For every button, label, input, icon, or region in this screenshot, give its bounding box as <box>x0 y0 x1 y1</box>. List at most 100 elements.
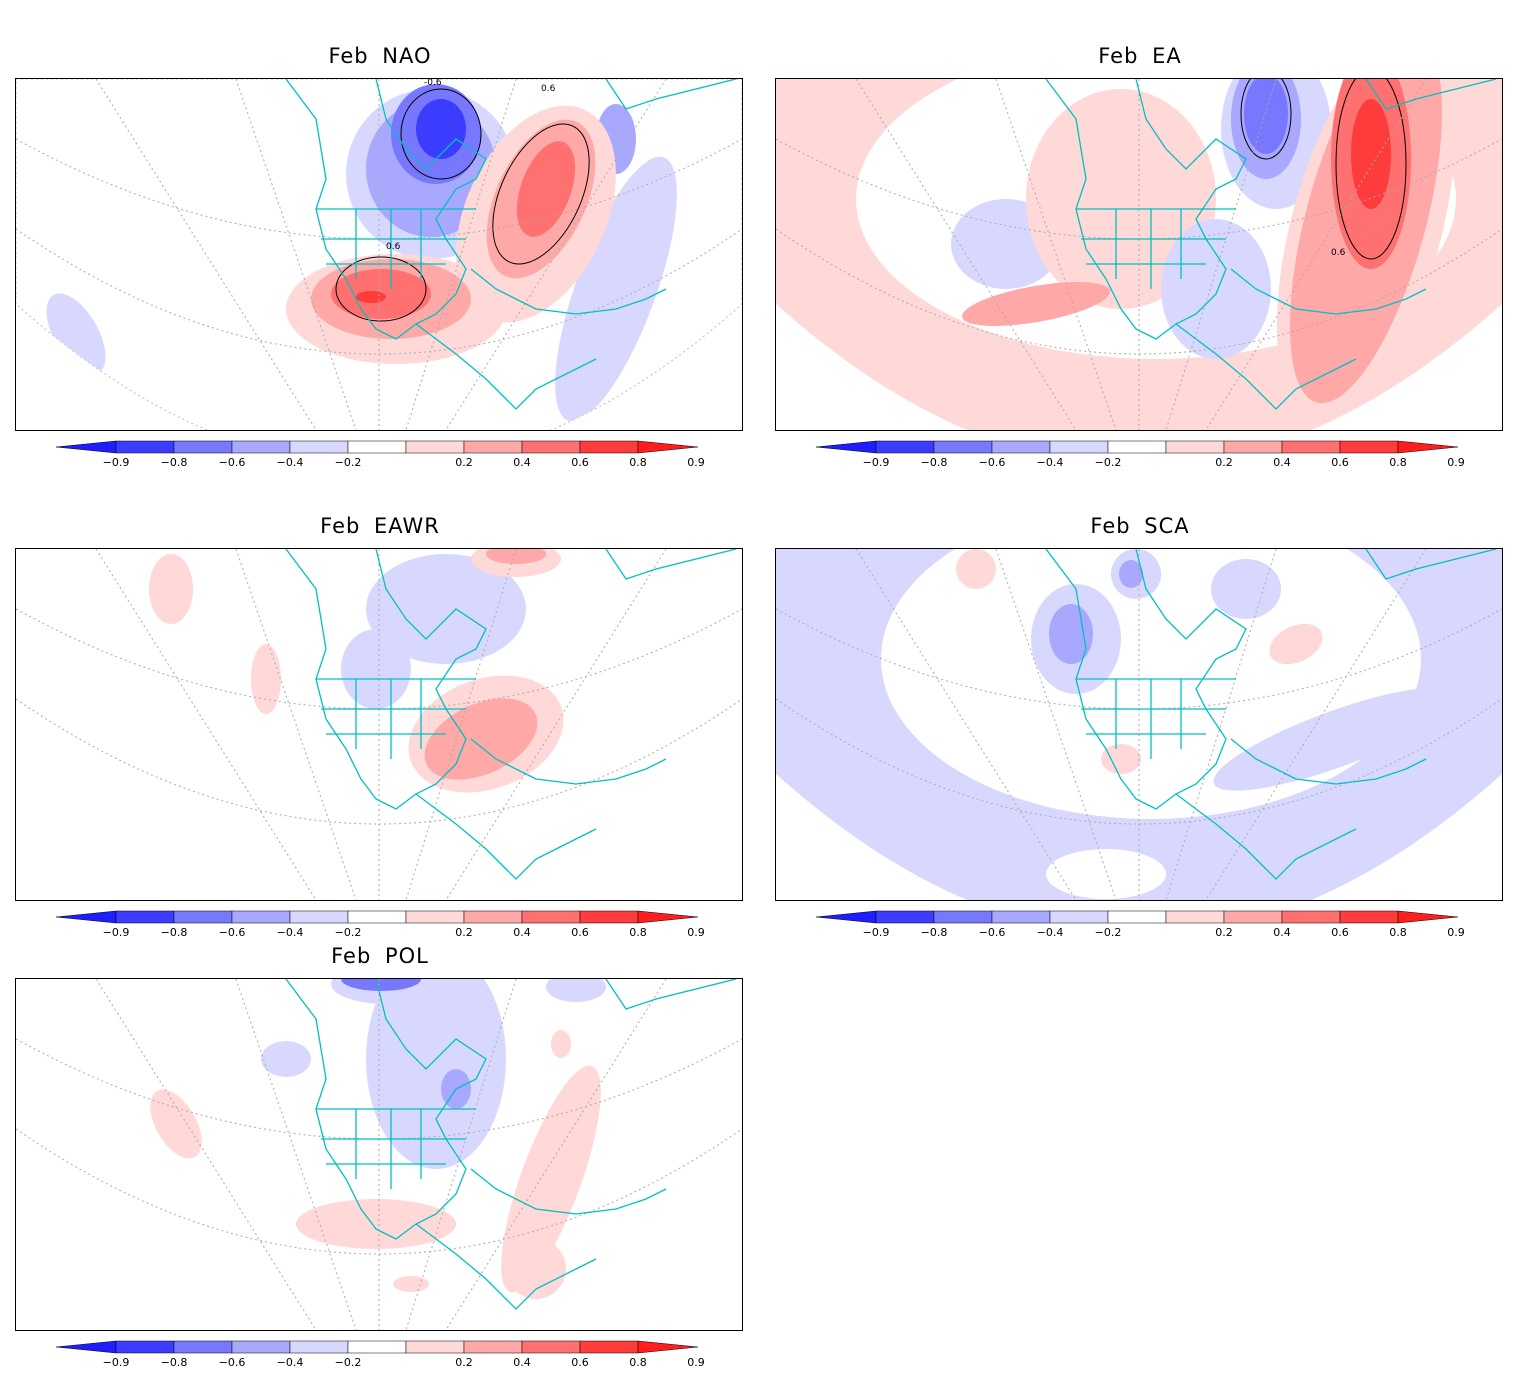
panel-title-pol: Feb POL <box>331 944 429 968</box>
colorbar-tick-label: −0.2 <box>1095 926 1122 939</box>
map-sca <box>775 548 1503 901</box>
colorbar-tick-label: 0.9 <box>1447 456 1465 469</box>
colorbar-tick-label: 0.2 <box>455 926 473 939</box>
colorbar-swatch <box>521 440 581 454</box>
colorbar-swatch <box>579 910 639 924</box>
colorbar-arrow-low <box>55 1340 117 1354</box>
svg-text:-0.6: -0.6 <box>424 79 442 88</box>
panel-title-ea: Feb EA <box>1098 44 1182 68</box>
coastlines <box>285 549 737 880</box>
colorbar-scale: −0.9 −0.8 −0.6 −0.4 −0.2 0.2 0.4 0.6 0.8 0.9 <box>815 440 1465 469</box>
colorbar-swatch <box>173 910 233 924</box>
colorbar-swatch <box>347 1340 407 1354</box>
colorbar-tick-label: −0.8 <box>921 926 948 939</box>
colorbar-swatch <box>289 440 349 454</box>
colorbar-tick-label: −0.2 <box>1095 456 1122 469</box>
colorbar-tick-label: −0.6 <box>219 926 246 939</box>
colorbar-swatch <box>1165 440 1225 454</box>
colorbar-swatch <box>1339 440 1399 454</box>
colorbar-tick-label: 0.4 <box>513 456 531 469</box>
colorbar-swatch <box>1281 440 1341 454</box>
anomaly-shading <box>881 549 1459 899</box>
colorbar-swatch <box>347 910 407 924</box>
colorbar-tick-label: −0.6 <box>219 456 246 469</box>
colorbar-tick-label: 0.2 <box>1215 456 1233 469</box>
colorbar-tick-label: −0.2 <box>335 926 362 939</box>
svg-text:0.6: 0.6 <box>1331 248 1346 258</box>
colorbar-swatch <box>521 910 581 924</box>
coastlines <box>285 79 737 410</box>
colorbar-scale: −0.9 −0.8 −0.6 −0.4 −0.2 0.2 0.4 0.6 0.8 0.9 <box>55 1340 705 1369</box>
coastlines <box>285 979 737 1310</box>
colorbar-arrow-low <box>815 440 877 454</box>
colorbar-tick-label: 0.4 <box>1273 926 1291 939</box>
colorbar-tick-label: −0.6 <box>219 1356 246 1369</box>
colorbar-tick-label: −0.8 <box>161 926 188 939</box>
colorbar-tick-label: 0.2 <box>455 1356 473 1369</box>
colorbar-tick-label: 0.2 <box>455 456 473 469</box>
svg-text:0.6: 0.6 <box>386 242 401 252</box>
colorbar-swatch <box>231 910 291 924</box>
colorbar-arrow-high <box>637 440 699 454</box>
colorbar-swatch <box>933 910 993 924</box>
colorbar-tick-label: 0.8 <box>629 1356 647 1369</box>
colorbar-swatch <box>289 910 349 924</box>
colorbar-scale: −0.9 −0.8 −0.6 −0.4 −0.2 0.2 0.4 0.6 0.8 0.9 <box>55 440 705 469</box>
colorbar-tick-label: 0.6 <box>571 926 589 939</box>
colorbar-tick-label: 0.6 <box>571 456 589 469</box>
colorbar-tick-label: 0.6 <box>1331 456 1349 469</box>
colorbar-tick-label: 0.9 <box>687 1356 705 1369</box>
coastlines <box>1045 79 1497 410</box>
colorbar-tick-label: −0.2 <box>335 1356 362 1369</box>
anomaly-shading <box>46 84 677 422</box>
colorbar-eawr: −0.9 −0.8 −0.6 −0.4 −0.2 0.2 0.4 0.6 0.8 0.9 <box>55 907 706 939</box>
colorbar-tick-label: −0.4 <box>1037 456 1064 469</box>
map-pol <box>15 978 743 1331</box>
colorbar-tick-label: −0.6 <box>979 456 1006 469</box>
colorbar-swatch <box>115 440 175 454</box>
colorbar-tick-label: −0.4 <box>277 1356 304 1369</box>
colorbar-tick-label: 0.9 <box>1447 926 1465 939</box>
colorbar-nao: −0.9 −0.8 −0.6 −0.4 −0.2 0.2 0.4 0.6 0.8 0.9 <box>55 437 706 469</box>
anomaly-shading <box>150 979 606 1299</box>
colorbar-arrow-low <box>815 910 877 924</box>
colorbar-swatch <box>933 440 993 454</box>
colorbar-swatch <box>405 1340 465 1354</box>
panel-title-eawr: Feb EAWR <box>320 514 440 538</box>
colorbar-swatch <box>1223 910 1283 924</box>
colorbar-swatch <box>579 1340 639 1354</box>
colorbar-sca: −0.9 −0.8 −0.6 −0.4 −0.2 0.2 0.4 0.6 0.8 0.9 <box>815 907 1466 939</box>
colorbar-swatch <box>1049 910 1109 924</box>
colorbar-tick-label: −0.4 <box>277 926 304 939</box>
graticule <box>16 979 742 1330</box>
colorbar-swatch <box>173 1340 233 1354</box>
colorbar-swatch <box>347 440 407 454</box>
map-eawr <box>15 548 743 901</box>
colorbar-tick-label: 0.6 <box>571 1356 589 1369</box>
panel-title-sca: Feb SCA <box>1090 514 1190 538</box>
colorbar-tick-label: 0.8 <box>629 456 647 469</box>
map-nao: -0.6 0.6 0.6 <box>15 78 743 431</box>
colorbar-tick-label: 0.8 <box>1389 926 1407 939</box>
colorbar-tick-label: 0.2 <box>1215 926 1233 939</box>
colorbar-swatch <box>231 440 291 454</box>
colorbar-tick-label: 0.6 <box>1331 926 1349 939</box>
colorbar-swatch <box>231 1340 291 1354</box>
colorbar-swatch <box>115 910 175 924</box>
colorbar-tick-label: 0.4 <box>513 1356 531 1369</box>
colorbar-tick-label: 0.9 <box>687 926 705 939</box>
colorbar-tick-label: −0.8 <box>161 456 188 469</box>
colorbar-tick-label: −0.9 <box>103 926 130 939</box>
colorbar-tick-label: 0.8 <box>629 926 647 939</box>
anomaly-shading <box>856 79 1456 424</box>
colorbar-arrow-low <box>55 910 117 924</box>
colorbar-swatch <box>991 910 1051 924</box>
svg-text:0.6: 0.6 <box>541 84 556 94</box>
colorbar-swatch <box>521 1340 581 1354</box>
colorbar-swatch <box>1049 440 1109 454</box>
colorbar-swatch <box>1107 910 1167 924</box>
colorbar-tick-label: −0.9 <box>863 456 890 469</box>
colorbar-arrow-high <box>1397 440 1459 454</box>
graticule <box>16 549 742 900</box>
colorbar-swatch <box>289 1340 349 1354</box>
